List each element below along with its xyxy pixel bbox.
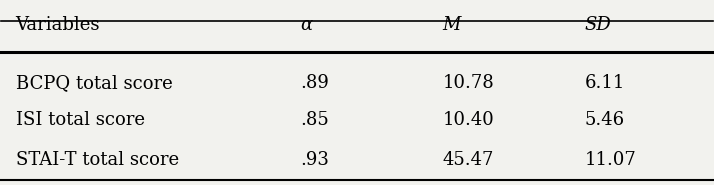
Text: BCPQ total score: BCPQ total score bbox=[16, 74, 172, 92]
Text: α: α bbox=[300, 16, 312, 34]
Text: .85: .85 bbox=[300, 111, 329, 129]
Text: 6.11: 6.11 bbox=[585, 74, 625, 92]
Text: Variables: Variables bbox=[16, 16, 100, 34]
Text: 45.47: 45.47 bbox=[443, 151, 493, 169]
Text: 10.40: 10.40 bbox=[443, 111, 494, 129]
Text: .89: .89 bbox=[300, 74, 329, 92]
Text: SD: SD bbox=[585, 16, 611, 34]
Text: 5.46: 5.46 bbox=[585, 111, 625, 129]
Text: STAI-T total score: STAI-T total score bbox=[16, 151, 178, 169]
Text: ISI total score: ISI total score bbox=[16, 111, 145, 129]
Text: M: M bbox=[443, 16, 461, 34]
Text: 10.78: 10.78 bbox=[443, 74, 494, 92]
Text: .93: .93 bbox=[300, 151, 329, 169]
Text: 11.07: 11.07 bbox=[585, 151, 636, 169]
